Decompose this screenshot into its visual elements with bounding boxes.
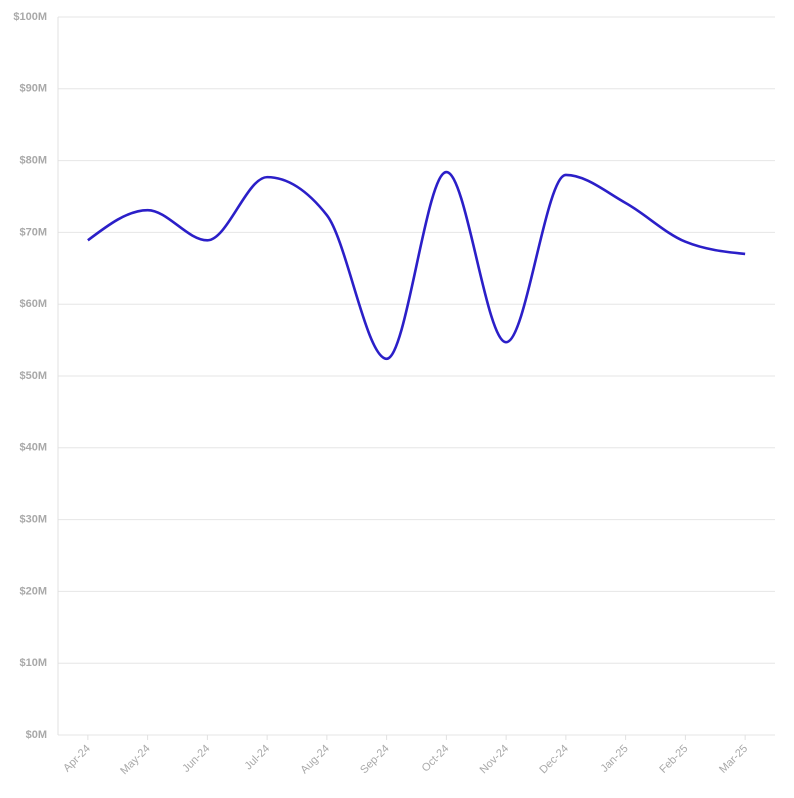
y-tick-label: $100M [13,11,47,23]
x-tick-label: Jan-25 [598,743,630,775]
y-tick-label: $20M [19,585,47,597]
x-tick-label: Jul-24 [243,743,273,773]
x-tick-label: May-24 [118,743,152,777]
x-tick-label: Feb-25 [657,743,690,776]
y-tick-label: $10M [19,657,47,669]
y-tick-label: $50M [19,370,47,382]
x-tick-label: Jun-24 [180,743,212,775]
y-tick-label: $70M [19,226,47,238]
y-tick-label: $90M [19,83,47,95]
x-tick-label: Dec-24 [537,743,571,777]
y-tick-label: $60M [19,298,47,310]
x-tick-label: Apr-24 [61,743,93,775]
x-tick-label: Oct-24 [420,743,452,775]
y-tick-label: $80M [19,155,47,167]
x-tick-label: Sep-24 [358,743,392,777]
x-tick-label: Aug-24 [298,743,332,777]
y-tick-label: $40M [19,442,47,454]
x-tick-label: Mar-25 [717,743,750,776]
x-tick-label: Nov-24 [478,743,512,777]
line [87,170,746,361]
y-tick-label: $30M [19,514,47,526]
y-tick-label: $0M [26,729,47,741]
